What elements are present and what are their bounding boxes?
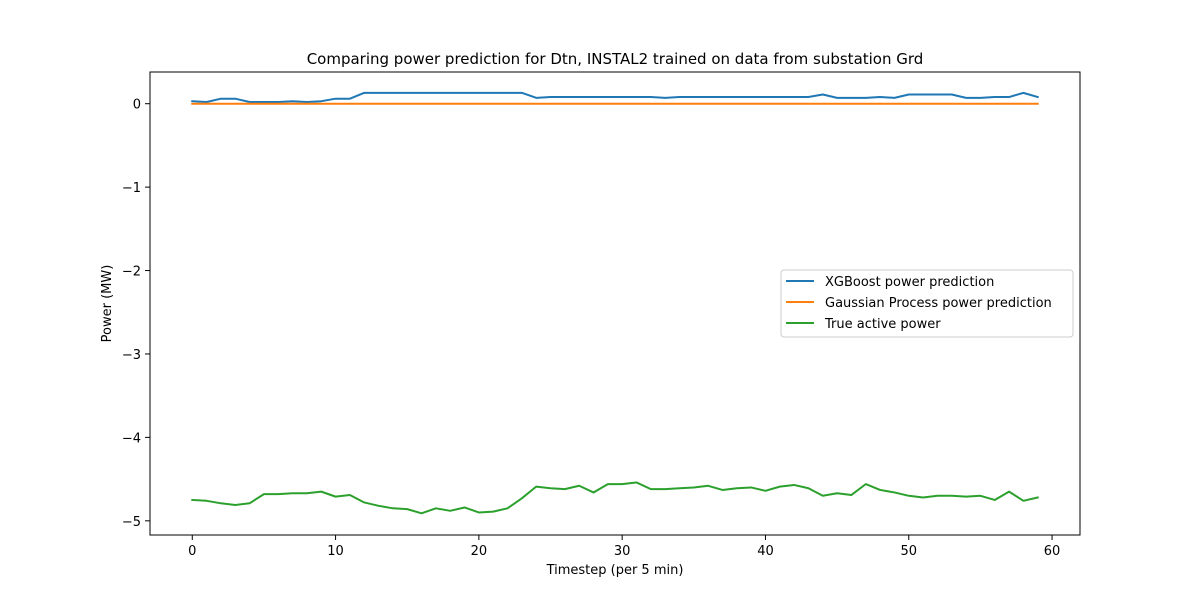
y-tick-label: −3 [122, 348, 141, 363]
chart-title: Comparing power prediction for Dtn, INST… [307, 50, 924, 68]
x-tick-label: 50 [900, 544, 917, 559]
y-tick-label: −1 [122, 181, 141, 196]
plot-frame [149, 71, 1081, 536]
legend-label-3: True active power [824, 317, 941, 332]
legend-label-1: XGBoost power prediction [825, 275, 994, 290]
x-axis: 0 10 20 30 40 50 60 [188, 535, 1060, 559]
y-axis: 0 −1 −2 −3 −4 −5 [122, 98, 150, 530]
y-tick-label: −2 [122, 265, 141, 280]
y-tick-label: −5 [122, 515, 141, 530]
legend-label-2: Gaussian Process power prediction [825, 296, 1052, 311]
x-tick-label: 20 [471, 544, 488, 559]
legend-box [780, 269, 1074, 338]
x-tick-label: 60 [1044, 544, 1061, 559]
x-axis-label: Timestep (per 5 min) [546, 563, 684, 578]
y-tick-label: −4 [122, 431, 141, 446]
x-tick-label: 10 [327, 544, 344, 559]
series-line-3 [191, 481, 1039, 515]
y-axis-label: Power (MW) [100, 265, 115, 343]
legend: XGBoost power prediction Gaussian Process… [780, 269, 1074, 338]
x-tick-label: 0 [188, 544, 196, 559]
y-tick-label: 0 [133, 98, 141, 113]
x-tick-label: 30 [614, 544, 631, 559]
x-tick-label: 40 [757, 544, 774, 559]
plot-area [149, 71, 1081, 536]
series-line-1 [191, 91, 1039, 104]
